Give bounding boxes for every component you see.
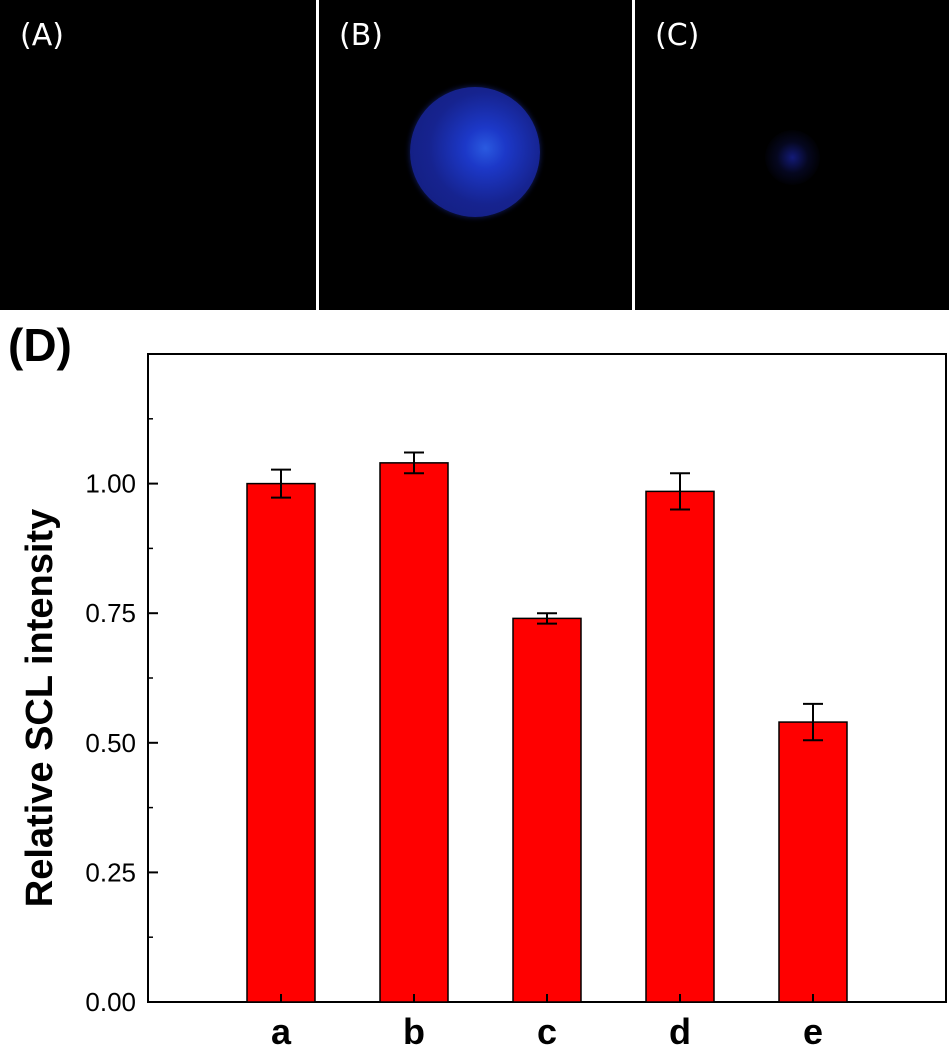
luminescence-spot-b	[410, 87, 540, 217]
y-tick-label-0: 0.00	[85, 987, 136, 1017]
y-tick-label-2: 0.50	[85, 728, 136, 758]
image-panel-a: (A)	[0, 0, 316, 310]
y-tick-label-4: 1.00	[85, 469, 136, 499]
x-tick-label-d: d	[669, 1011, 691, 1052]
image-panel-b: (B)	[319, 0, 632, 310]
panel-label-d: (D)	[8, 319, 72, 371]
x-tick-label-e: e	[803, 1011, 823, 1052]
y-tick-label-3: 0.75	[85, 598, 136, 628]
panel-label-a: (A)	[20, 18, 64, 53]
x-tick-label-b: b	[403, 1011, 425, 1052]
bar-b	[379, 462, 449, 1003]
bar-e	[778, 721, 848, 1003]
panel-label-c: (C)	[655, 18, 700, 53]
x-tick-label-c: c	[537, 1011, 557, 1052]
panel-label-b: (B)	[339, 18, 383, 53]
bar-c	[512, 617, 582, 1003]
y-axis-label: Relative SCL intensity	[19, 509, 61, 907]
luminescence-spot-c	[765, 130, 820, 185]
bar-a	[246, 482, 316, 1003]
bar-d	[645, 490, 715, 1003]
y-tick-label-1: 0.25	[85, 857, 136, 887]
image-panel-c: (C)	[635, 0, 949, 310]
x-tick-label-a: a	[271, 1011, 292, 1052]
